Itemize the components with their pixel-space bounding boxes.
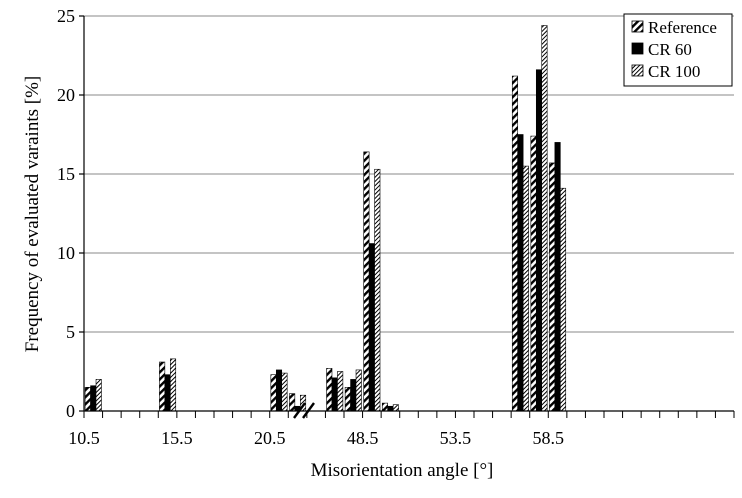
bar-reference (344, 386, 351, 412)
bar-cr-100 (522, 165, 529, 412)
bar-reference (381, 402, 389, 412)
bar-cr-100 (337, 371, 344, 412)
bars-group (84, 25, 567, 412)
legend-label-reference: Reference (648, 18, 717, 37)
bar-cr-100 (559, 187, 567, 412)
legend-swatch-reference (631, 20, 644, 33)
bar-reference (363, 151, 370, 412)
x-axis-label: Misorientation angle [°] (311, 460, 494, 481)
x-tick-label: 48.5 (347, 428, 379, 448)
bar-cr-100 (170, 358, 177, 412)
bar-cr-60 (164, 374, 171, 412)
legend-label-cr100: CR 100 (648, 62, 700, 81)
bar-cr-100 (355, 369, 362, 412)
bar-reference (270, 374, 277, 412)
y-tick-label: 20 (57, 85, 75, 105)
bar-cr-60 (554, 142, 561, 412)
bar-reference (289, 393, 296, 412)
bar-cr-100 (374, 168, 381, 412)
bar-cr-60 (90, 385, 97, 412)
bar-reference (511, 75, 519, 412)
bar-reference (530, 135, 537, 412)
x-tick-label: 20.5 (254, 428, 286, 448)
legend-swatch-cr100 (631, 64, 644, 77)
bar-cr-100 (281, 372, 288, 412)
x-tick-label: 10.5 (68, 428, 100, 448)
legend: Reference CR 60 CR 100 (623, 13, 733, 87)
bar-cr-60 (535, 69, 543, 412)
legend-label-cr60: CR 60 (648, 40, 692, 59)
y-tick-label: 25 (57, 6, 75, 26)
bar-cr-60 (350, 379, 357, 412)
y-tick-label: 10 (57, 243, 75, 263)
bar-reference (84, 386, 91, 412)
y-tick-label: 15 (57, 164, 75, 184)
x-tick-label: 58.5 (533, 428, 565, 448)
x-tick-label: 15.5 (161, 428, 193, 448)
gridlines (84, 15, 734, 333)
legend-swatch-cr60 (631, 42, 644, 55)
y-axis-label: Frequency of evaluated varaints [%] (22, 76, 43, 352)
y-tick-labels: 0 5 10 15 20 25 (57, 6, 75, 421)
bar-cr-100 (95, 379, 102, 412)
bar-cr-60 (517, 134, 524, 412)
bar-reference (159, 361, 166, 412)
bar-reference (326, 368, 333, 412)
bar-cr-60 (275, 369, 283, 412)
bar-cr-100 (541, 25, 548, 412)
y-tick-label: 5 (66, 322, 75, 342)
bar-reference (549, 162, 556, 412)
x-tick-label: 53.5 (440, 428, 472, 448)
bar-cr-60 (331, 377, 338, 412)
y-tick-label: 0 (66, 401, 75, 421)
axis-break-marker (293, 402, 315, 419)
bar-cr-60 (368, 243, 375, 412)
axes (79, 15, 735, 418)
bar-cr-60 (387, 405, 394, 412)
bar-cr-100 (392, 404, 399, 412)
x-tick-labels: 10.5 15.5 20.5 48.5 53.5 58.5 (68, 428, 564, 448)
